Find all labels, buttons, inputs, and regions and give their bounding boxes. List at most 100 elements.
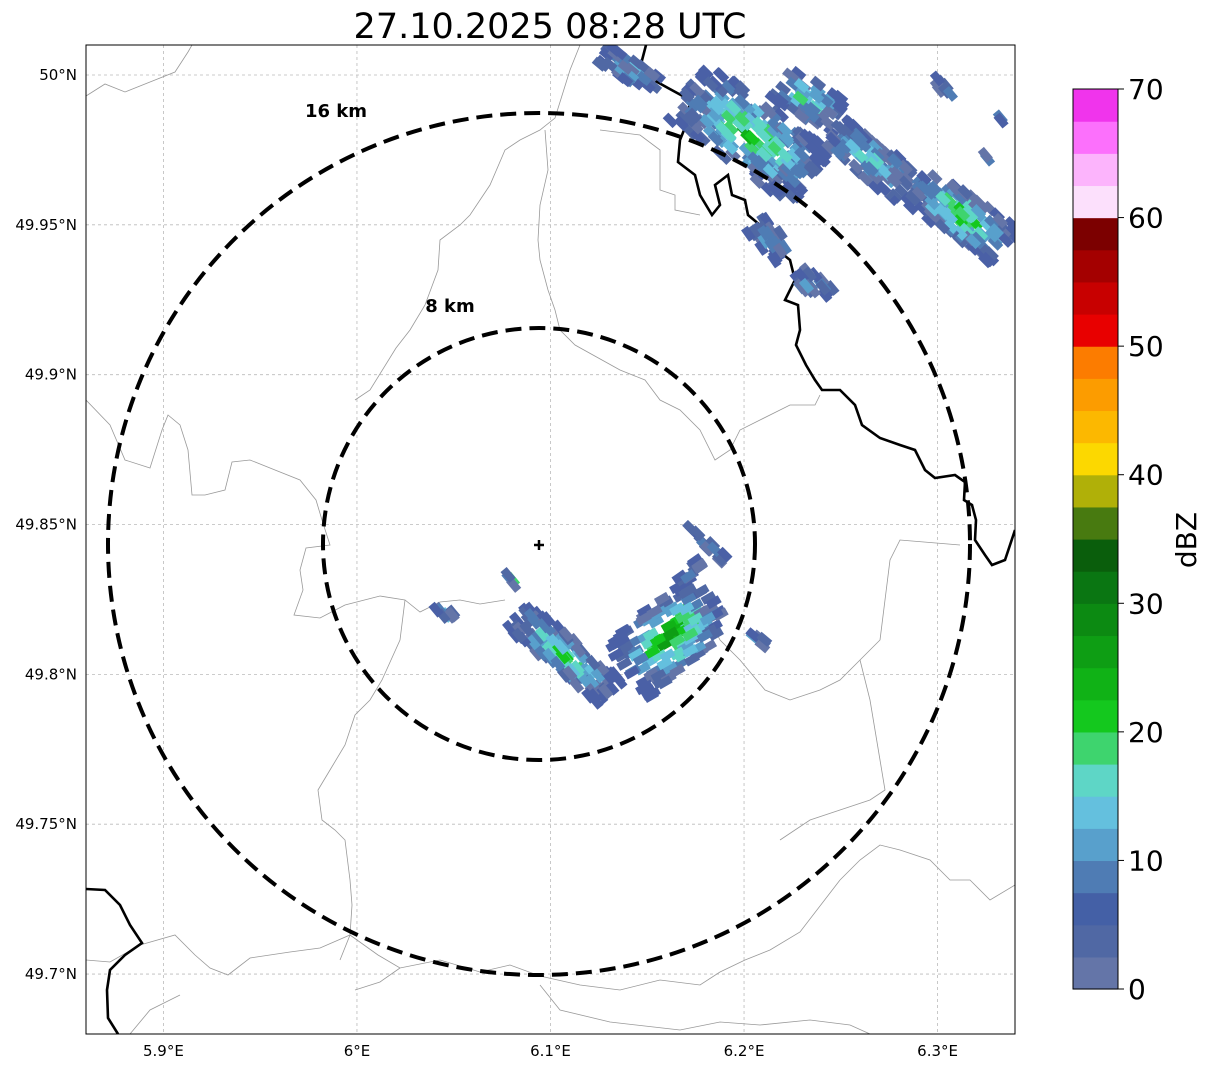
echo-pixel bbox=[659, 648, 676, 663]
echo-pixel bbox=[650, 647, 667, 662]
echo-pixel bbox=[754, 638, 771, 654]
radar-center-marker bbox=[534, 540, 544, 550]
lat-tick-label: 50°N bbox=[39, 66, 77, 84]
echo-pixel bbox=[648, 614, 665, 629]
echo-pixel bbox=[916, 180, 933, 197]
echo-pixel bbox=[744, 130, 760, 146]
lat-tick-label: 49.9°N bbox=[25, 366, 77, 384]
echo-pixel bbox=[669, 663, 686, 678]
echo-pixel bbox=[834, 120, 850, 137]
colorbar-segment bbox=[1073, 474, 1118, 508]
echo-pixel bbox=[698, 113, 715, 130]
echo-pixel bbox=[786, 91, 803, 108]
colorbar-tick-label: 20 bbox=[1128, 716, 1164, 749]
echo-pixel bbox=[863, 160, 879, 177]
echo-pixel bbox=[816, 146, 833, 162]
echo-pixel bbox=[980, 251, 996, 268]
echo-pixel bbox=[594, 686, 610, 703]
echo-pixel bbox=[558, 626, 574, 643]
echo-pixel bbox=[795, 131, 811, 147]
echo-pixel bbox=[755, 127, 772, 144]
echo-pixel bbox=[826, 87, 843, 103]
echo-pixel bbox=[732, 116, 748, 133]
echo-pixel bbox=[849, 130, 866, 146]
lon-tick-label: 6.1°E bbox=[530, 1042, 571, 1060]
echo-pixel bbox=[653, 591, 671, 606]
colorbar-tick-label: 10 bbox=[1128, 844, 1164, 877]
echo-pixel bbox=[680, 583, 698, 598]
echo-pixel bbox=[841, 114, 857, 130]
echo-pixel bbox=[642, 627, 659, 642]
echo-pixel bbox=[749, 173, 766, 189]
echo-pixel bbox=[789, 134, 805, 150]
echo-pixel bbox=[916, 170, 932, 186]
echo-pixel bbox=[680, 591, 697, 606]
echo-pixel bbox=[682, 643, 699, 658]
echo-pixel bbox=[512, 621, 528, 638]
echo-pixel bbox=[984, 226, 1001, 243]
echo-pixel bbox=[786, 147, 803, 164]
echo-pixel bbox=[794, 146, 810, 163]
echo-pixel bbox=[934, 218, 951, 235]
colorbar-segment bbox=[1073, 667, 1118, 701]
echo-pixel bbox=[762, 163, 779, 179]
echo-pixel bbox=[646, 604, 663, 619]
colorbar-segment bbox=[1073, 603, 1118, 637]
echo-pixel bbox=[734, 80, 751, 96]
echo-pixel bbox=[957, 184, 973, 200]
echo-pixel bbox=[796, 281, 812, 298]
echo-pixel bbox=[943, 218, 959, 234]
colorbar-segment bbox=[1073, 506, 1118, 540]
colorbar-segment bbox=[1073, 764, 1118, 797]
echo-pixel bbox=[784, 172, 801, 189]
echo-pixel bbox=[808, 88, 825, 104]
boundary-line bbox=[86, 879, 841, 991]
echo-pixel bbox=[712, 66, 729, 83]
echo-pixel bbox=[700, 590, 717, 605]
echo-pixel bbox=[615, 624, 632, 638]
graticule bbox=[86, 45, 1015, 1034]
echo-pixel bbox=[790, 163, 806, 180]
echo-pixel bbox=[550, 655, 566, 672]
echo-pixel bbox=[734, 111, 750, 127]
colorbar-segment bbox=[1073, 121, 1118, 154]
echo-pixel bbox=[744, 140, 760, 156]
colorbar-segment bbox=[1073, 924, 1118, 958]
echo-pixel bbox=[584, 673, 600, 690]
latitude-tick-labels: 50°N 49.95°N 49.9°N 49.85°N 49.8°N 49.75°N 49.… bbox=[15, 66, 77, 983]
echo-pixel bbox=[698, 64, 714, 81]
lat-tick-label: 49.8°N bbox=[25, 665, 77, 683]
echo-pixel bbox=[707, 627, 724, 642]
echo-pixel bbox=[998, 232, 1014, 248]
echo-pixel bbox=[628, 647, 645, 662]
lon-tick-label: 6.2°E bbox=[724, 1042, 765, 1060]
echo-pixel bbox=[643, 667, 660, 682]
echo-pixel bbox=[820, 115, 837, 131]
colorbar-segment bbox=[1073, 249, 1118, 283]
lat-tick-label: 49.85°N bbox=[15, 516, 77, 534]
echo-pixel bbox=[715, 121, 731, 137]
echo-pixel bbox=[692, 559, 709, 575]
echo-pixel bbox=[570, 642, 587, 658]
echo-pixel bbox=[689, 525, 706, 541]
range-ring-16km bbox=[106, 111, 972, 977]
echo-pixel bbox=[669, 602, 686, 617]
map-frame bbox=[85, 44, 1016, 1035]
echo-pixel bbox=[617, 72, 634, 88]
colorbar-segment bbox=[1073, 892, 1118, 926]
echo-pixel bbox=[875, 180, 892, 197]
echo-pixel bbox=[669, 633, 686, 648]
echo-pixel bbox=[954, 206, 971, 222]
echo-pixel bbox=[722, 120, 739, 136]
colorbar: 0 10 20 30 40 50 60 70 bbox=[1072, 73, 1164, 1006]
echo-pixel bbox=[889, 165, 905, 182]
colorbar-segment bbox=[1073, 442, 1118, 476]
colorbar-frame bbox=[1072, 88, 1119, 990]
echo-pixel bbox=[699, 541, 716, 557]
echo-pixel bbox=[798, 128, 815, 145]
echo-pixel bbox=[687, 612, 704, 627]
echo-pixel bbox=[649, 633, 667, 648]
colorbar-tick-label: 50 bbox=[1128, 330, 1164, 363]
echo-pixel bbox=[775, 80, 791, 96]
